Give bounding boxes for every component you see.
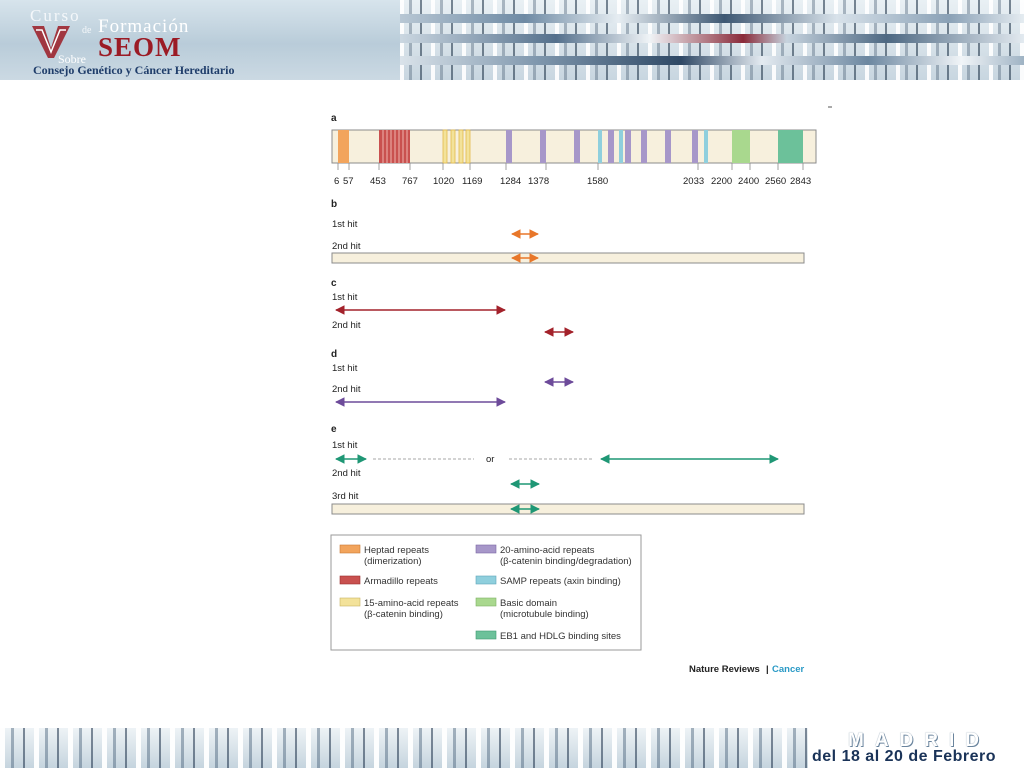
tick-label: 1169 (462, 176, 482, 187)
credit-separator: | (766, 664, 769, 675)
position-labels: 6 57 453 767 1020 1169 1284 1378 1580 20… (334, 176, 811, 187)
legend-item: SAMP repeats (axin binding) (475, 575, 621, 587)
logo-area (0, 0, 400, 80)
legend-swatch (475, 597, 497, 607)
position-ticks (337, 163, 804, 170)
armadillo-domain (379, 130, 410, 163)
tick-label: 57 (343, 176, 354, 187)
heptad-domain (338, 130, 349, 163)
tick-label: 2033 (683, 176, 704, 187)
tick-label: 1284 (500, 176, 521, 187)
hit-label-1st: 1st hit (332, 363, 358, 374)
stripe-band (400, 34, 1024, 43)
hit-label-1st: 1st hit (332, 292, 358, 303)
tick-label: 1020 (433, 176, 454, 187)
footer-date-box (808, 728, 1024, 768)
legend-label: (β-catenin binding/degradation) (500, 556, 632, 567)
panel-label-e: e (331, 424, 337, 435)
hit-label-1st: 1st hit (332, 219, 358, 230)
or-label: or (486, 454, 494, 465)
logo-formacion-text: Formación (98, 16, 190, 37)
protein-bar-thin (331, 252, 805, 264)
legend-swatch (339, 544, 361, 554)
legend-item: Basic domain (microtubule binding) (475, 597, 589, 620)
legend-item: Armadillo repeats (339, 575, 438, 587)
tick-label: 453 (370, 176, 386, 187)
legend-label: 20-amino-acid repeats (500, 545, 595, 556)
tick-label: 767 (402, 176, 418, 187)
legend-label: (dimerization) (364, 556, 422, 567)
stripe-band (400, 56, 1024, 65)
tick-label: 2560 (765, 176, 786, 187)
legend-label: Armadillo repeats (364, 576, 438, 587)
legend-label: Heptad repeats (364, 545, 429, 556)
logo-sobre-text: Sobre (58, 52, 86, 66)
hit-label-1st: 1st hit (332, 440, 358, 451)
seom-logo-icon (32, 26, 70, 58)
panel-label-b: b (331, 199, 337, 210)
hit-label-2nd: 2nd hit (332, 468, 361, 479)
hit-label-3rd: 3rd hit (332, 491, 359, 502)
header-banner: Curso de Formación SEOM Sobre Consejo Ge… (0, 0, 1024, 80)
legend-swatch (339, 575, 361, 585)
eb1-hdlg-domain (778, 130, 803, 163)
hit-label-2nd: 2nd hit (332, 320, 361, 331)
credit-journal: Nature Reviews (689, 664, 760, 675)
tick-label: 2200 (711, 176, 732, 187)
logo-de-text: de (82, 25, 92, 36)
legend-label: EB1 and HDLG binding sites (500, 631, 621, 642)
protein-bar-thin (331, 503, 805, 515)
logo-seom-text: SEOM (98, 32, 182, 62)
logo-subtitle: Consejo Genético y Cáncer Hereditario (33, 63, 235, 77)
tick-label: 6 (334, 176, 339, 187)
panel-label-a: a (331, 113, 337, 124)
legend-swatch (475, 630, 497, 640)
decorative-stripes (0, 728, 808, 768)
city-label: MADRID (848, 730, 990, 751)
legend-label: Basic domain (500, 598, 557, 609)
legend-item: Heptad repeats (dimerization) (339, 544, 429, 567)
legend-swatch (475, 544, 497, 554)
samp-repeat-domain (598, 130, 708, 163)
hit-label-2nd: 2nd hit (332, 241, 361, 252)
legend-swatch (339, 597, 361, 607)
tick-label: 1378 (528, 176, 549, 187)
legend-item: 15-amino-acid repeats (β-catenin binding… (339, 597, 459, 620)
15aa-repeat-domain (442, 129, 471, 164)
credit-section: Cancer (772, 664, 805, 675)
legend-label: (β-catenin binding) (364, 609, 443, 620)
stripe-band (400, 14, 1024, 23)
tick-label: 2843 (790, 176, 811, 187)
panel-label-d: d (331, 349, 337, 360)
logo-curso-text: Curso (30, 6, 81, 25)
basic-domain (732, 130, 750, 163)
tick-label: 1580 (587, 176, 608, 187)
domain-blocks (338, 129, 803, 164)
footer-banner (0, 728, 1024, 768)
tick-label: 2400 (738, 176, 759, 187)
legend-item: 20-amino-acid repeats (β-catenin binding… (475, 544, 632, 567)
20aa-repeat-domain (506, 130, 698, 163)
panel-label-c: c (331, 278, 337, 289)
legend-label: (microtubule binding) (500, 609, 589, 620)
hit-label-2nd: 2nd hit (332, 384, 361, 395)
legend-label: 15-amino-acid repeats (364, 598, 459, 609)
date-label: del 18 al 20 de Febrero (812, 748, 997, 765)
legend-swatch (475, 575, 497, 585)
legend-label: SAMP repeats (axin binding) (500, 576, 621, 587)
legend-item: EB1 and HDLG binding sites (475, 630, 621, 642)
